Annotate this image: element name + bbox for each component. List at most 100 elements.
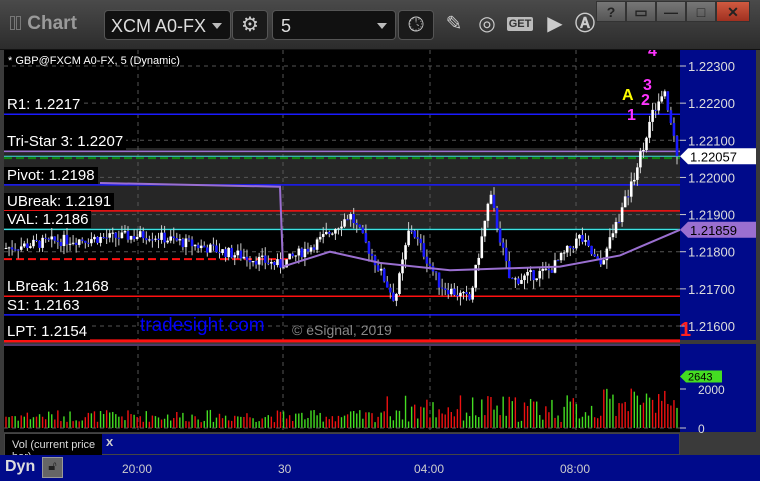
candle: [568, 245, 572, 249]
indicator-icon[interactable]: ◎: [478, 13, 496, 35]
price-tick-label: 1.22200: [688, 96, 735, 111]
candle: [303, 248, 307, 258]
window-menu-button[interactable]: ▭: [626, 1, 656, 22]
candle: [657, 101, 660, 111]
candle: [385, 281, 389, 288]
maximize-button[interactable]: □: [686, 1, 716, 22]
time-axis[interactable]: Dyn 🔓︎ 20:00 30 04:00 08:00: [0, 455, 760, 481]
candle: [419, 238, 423, 244]
help-button[interactable]: ?: [596, 1, 626, 22]
time-label: 04:00: [414, 462, 445, 476]
candle: [459, 292, 462, 297]
candle: [514, 278, 517, 280]
price-tick-label: 1.22300: [688, 59, 735, 74]
close-volume-icon[interactable]: x: [106, 434, 114, 449]
level-label: S1: 1.2163: [4, 296, 83, 314]
candle: [547, 268, 551, 271]
candle: [108, 233, 111, 238]
candle: [151, 239, 154, 241]
minimize-button[interactable]: —: [656, 1, 686, 22]
grip-icon[interactable]: [10, 16, 15, 30]
candle: [218, 252, 221, 254]
candle: [495, 208, 499, 229]
candle: [425, 256, 429, 264]
candle: [584, 240, 587, 242]
settings-icon[interactable]: ⚙: [232, 10, 268, 40]
candle: [145, 238, 148, 241]
candle: [489, 194, 493, 204]
get-icon[interactable]: GET: [505, 10, 535, 40]
candle: [35, 239, 38, 241]
candle: [361, 227, 365, 234]
signal-marker: A: [622, 87, 634, 104]
candle: [404, 245, 407, 260]
ma-value-tag: [680, 221, 756, 238]
candle: [614, 222, 618, 234]
candle: [4, 247, 8, 249]
price-axis[interactable]: [680, 50, 756, 340]
chart-header: * GBP@FXCM A0-FX, 5 (Dynamic): [8, 55, 180, 67]
candle: [13, 249, 17, 251]
moving-average-line: [99, 182, 681, 272]
value-area-band: [4, 148, 680, 228]
candle: [501, 242, 505, 248]
candle: [102, 236, 105, 238]
candle: [660, 96, 664, 102]
candle: [556, 260, 560, 262]
candle: [141, 231, 145, 239]
candle: [209, 244, 212, 253]
pencil-icon[interactable]: ✎: [445, 13, 463, 35]
candle: [242, 256, 246, 259]
candle: [453, 288, 456, 295]
signal-marker: 1: [627, 107, 636, 124]
price-chart[interactable]: 1.223001.222001.221001.220001.219001.218…: [0, 50, 760, 455]
candle: [474, 264, 477, 288]
volume-axis[interactable]: [680, 344, 756, 432]
current-price-tag-text: 1.22057: [690, 149, 737, 164]
annotation-icon[interactable]: Ⓐ: [575, 13, 595, 35]
candle: [392, 292, 395, 301]
dynamic-mode[interactable]: Dyn: [5, 458, 36, 475]
candle: [276, 259, 279, 266]
signal-marker: 4: [648, 50, 657, 60]
clock-icon[interactable]: 🕓︎: [398, 10, 434, 40]
close-button[interactable]: ✕: [716, 1, 750, 22]
window-title: Chart: [10, 13, 77, 35]
candle: [29, 246, 32, 248]
candle: [117, 237, 121, 239]
copyright: © eSignal, 2019: [292, 322, 392, 338]
candle: [193, 244, 197, 247]
title-bar: Chart XCM A0-FX ⚙ 5 🕓︎ ✎ ◎ GET ▶ Ⓐ ? ▭ —…: [0, 0, 760, 50]
candle: [565, 245, 569, 253]
candle: [581, 234, 584, 242]
signal-marker: 2: [641, 92, 650, 109]
candle: [187, 238, 191, 240]
lock-icon[interactable]: 🔓︎: [42, 457, 63, 478]
symbol-dropdown[interactable]: XCM A0-FX: [104, 10, 231, 40]
candle: [251, 260, 255, 263]
candle: [105, 237, 108, 239]
price-tick-label: 1.21600: [688, 319, 735, 334]
candle: [407, 230, 410, 246]
watermark: tradesight.com: [140, 315, 265, 336]
candle: [111, 232, 115, 234]
candle: [672, 122, 676, 136]
play-icon[interactable]: ▶: [547, 13, 563, 35]
candle: [306, 248, 310, 252]
candle: [367, 242, 371, 254]
candle: [26, 243, 29, 248]
candle: [32, 239, 35, 247]
candle: [59, 242, 63, 247]
interval-dropdown[interactable]: 5: [272, 10, 396, 40]
candle: [23, 243, 26, 247]
candle: [227, 247, 230, 258]
candle: [7, 247, 11, 249]
grip-icon[interactable]: [16, 16, 21, 30]
chevron-down-icon: [377, 23, 387, 29]
candle: [90, 239, 93, 244]
candle: [523, 275, 526, 281]
candle: [376, 265, 380, 271]
candle: [10, 247, 14, 250]
candle: [413, 230, 416, 238]
candle: [279, 259, 282, 268]
